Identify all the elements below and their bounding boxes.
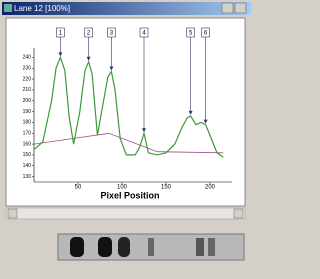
x-tick-label: 50 [75, 185, 82, 191]
scrollbar[interactable] [6, 208, 245, 219]
window: Lane 12 [100%] Pixel Position 130 140 150 1… [0, 0, 251, 274]
y-tick-label: 140 [23, 163, 32, 169]
minimize-button[interactable] [222, 3, 233, 13]
band [196, 238, 204, 256]
y-tick-label: 150 [23, 152, 32, 158]
maximize-button[interactable] [235, 3, 246, 13]
x-tick-label: 100 [117, 185, 128, 191]
y-tick-label: 170 [23, 131, 32, 137]
band [70, 237, 84, 257]
band [98, 237, 112, 257]
y-tick-label: 160 [23, 141, 32, 147]
x-axis-label: Pixel Position [100, 190, 159, 200]
x-tick-label: 150 [161, 185, 172, 191]
band [118, 237, 130, 257]
band [208, 238, 215, 256]
window-title: Lane 12 [100%] [14, 4, 70, 13]
y-tick-label: 190 [23, 109, 32, 115]
y-tick-label: 240 [23, 55, 32, 61]
x-tick-label: 200 [205, 185, 216, 191]
window-icon [4, 4, 12, 12]
y-tick-label: 130 [23, 174, 32, 180]
chart-panel [6, 18, 245, 206]
y-tick-label: 180 [23, 120, 32, 126]
y-tick-label: 220 [23, 76, 32, 82]
band [148, 238, 154, 256]
scroll-right[interactable] [234, 209, 243, 218]
y-tick-label: 210 [23, 87, 32, 93]
scroll-left[interactable] [8, 209, 17, 218]
y-tick-label: 200 [23, 98, 32, 104]
y-tick-label: 230 [23, 66, 32, 72]
